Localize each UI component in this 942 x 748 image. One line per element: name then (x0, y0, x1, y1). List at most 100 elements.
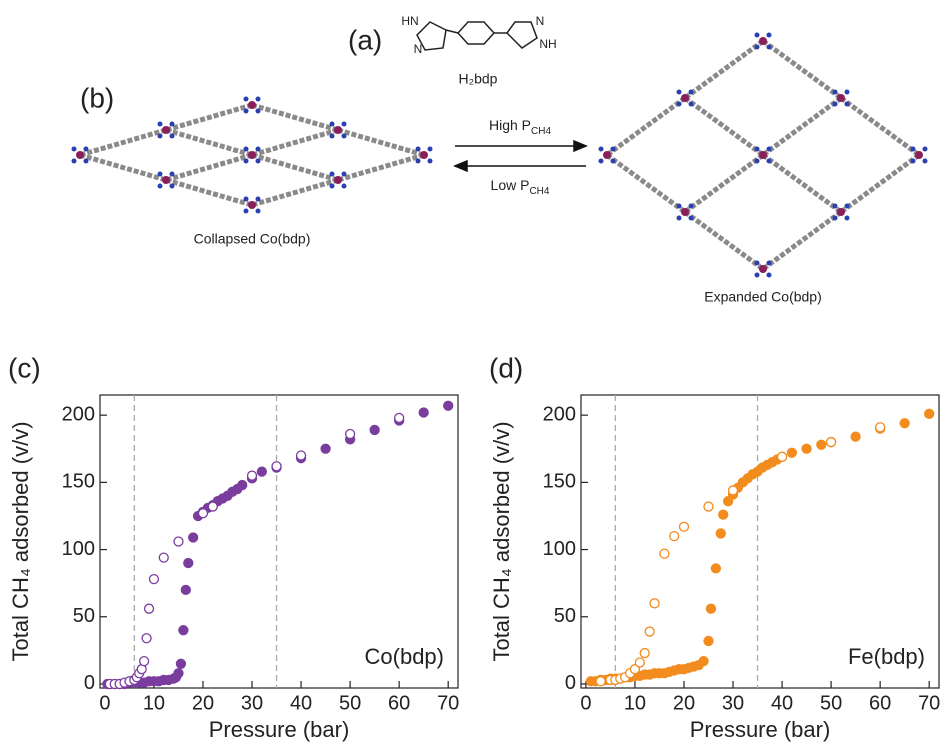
n-atom (755, 273, 760, 278)
adsorption-point (704, 636, 713, 645)
adsorption-point (716, 529, 725, 538)
desorption-point (827, 438, 836, 447)
adsorption-point (802, 444, 811, 453)
n-atom (342, 172, 347, 177)
n-atom (767, 33, 772, 38)
metal-node (837, 208, 845, 216)
n-atom (755, 159, 760, 164)
n-atom (342, 134, 347, 139)
n-atom (256, 159, 261, 164)
desorption-point (635, 658, 644, 667)
n-atom (677, 216, 682, 221)
arrow-label-sub: CH4 (531, 126, 551, 137)
n-atom (158, 134, 163, 139)
x-tick-label: 40 (290, 692, 312, 714)
arrow-label-sub: CH4 (529, 186, 549, 197)
metal-node (76, 151, 84, 159)
n-atom (833, 204, 838, 209)
chart: (d)050100150200010203040506070Pressure (… (489, 352, 941, 741)
adsorption-point (699, 657, 708, 666)
arrow-label: Low PCH4 (491, 177, 550, 197)
adsorption-point (238, 481, 247, 490)
metal-node (334, 176, 342, 184)
desorption-point (208, 502, 217, 511)
y-tick-label: 0 (565, 672, 576, 694)
linker (166, 155, 252, 180)
adsorption-point (189, 533, 198, 542)
n-atom (342, 184, 347, 189)
metal-node (915, 151, 923, 159)
x-tick-label: 30 (241, 692, 263, 714)
adsorption-point (321, 444, 330, 453)
linker (607, 155, 685, 212)
desorption-point (149, 575, 158, 584)
n-atom (845, 216, 850, 221)
n-atom (428, 147, 433, 152)
n-atom (923, 147, 928, 152)
x-tick-label: 50 (820, 692, 842, 714)
n-atom (767, 261, 772, 266)
y-tick-label: 150 (543, 471, 576, 493)
n-atom (170, 134, 175, 139)
y-tick-label: 200 (543, 403, 576, 425)
adsorption-point (444, 401, 453, 410)
adsorption-point (179, 626, 188, 635)
adsorption-point (176, 659, 185, 668)
y-tick-label: 50 (73, 605, 95, 627)
n-atom (342, 122, 347, 127)
n-atom (677, 102, 682, 107)
n-atom (256, 147, 261, 152)
linker (607, 98, 685, 155)
n-atom (923, 159, 928, 164)
n-atom (416, 159, 421, 164)
n-atom (84, 147, 89, 152)
x-tick-label: 70 (918, 692, 940, 714)
n-atom (256, 197, 261, 202)
desorption-point (272, 462, 281, 471)
n-atom (845, 204, 850, 209)
y-tick-label: 0 (84, 672, 95, 694)
structure-label: Collapsed Co(bdp) (194, 231, 311, 247)
linker (685, 155, 763, 212)
metal-node (334, 126, 342, 134)
metal-node (759, 151, 767, 159)
linker (166, 130, 252, 155)
x-tick-label: 10 (624, 692, 646, 714)
n-atom (170, 122, 175, 127)
desorption-point (145, 604, 154, 613)
adsorption-point (706, 604, 715, 613)
desorption-point (679, 522, 688, 531)
desorption-point (297, 451, 306, 460)
x-tick-label: 10 (143, 692, 165, 714)
desorption-point (174, 537, 183, 546)
n-atom (767, 45, 772, 50)
y-tick-label: 100 (62, 538, 95, 560)
desorption-point (670, 532, 679, 541)
adsorption-point (719, 510, 728, 519)
n-atom (611, 159, 616, 164)
desorption-point (140, 657, 149, 666)
adsorption-point (181, 585, 190, 594)
n-atom (244, 197, 249, 202)
x-tick-label: 20 (192, 692, 214, 714)
x-tick-label: 50 (339, 692, 361, 714)
desorption-point (729, 486, 738, 495)
n-atom (755, 261, 760, 266)
n-atom (158, 184, 163, 189)
n-atom (428, 159, 433, 164)
n-atom (677, 90, 682, 95)
n-atom (72, 159, 77, 164)
x-tick-label: 40 (771, 692, 793, 714)
n-atom (833, 102, 838, 107)
metal-node (248, 101, 256, 109)
linker (80, 130, 166, 155)
n-atom (599, 147, 604, 152)
linker (166, 105, 252, 130)
n-atom (911, 147, 916, 152)
n-atom (158, 122, 163, 127)
linker (338, 130, 424, 155)
metal-node (248, 201, 256, 209)
x-tick-label: 0 (580, 692, 591, 714)
n-atom (256, 97, 261, 102)
n-atom (244, 147, 249, 152)
